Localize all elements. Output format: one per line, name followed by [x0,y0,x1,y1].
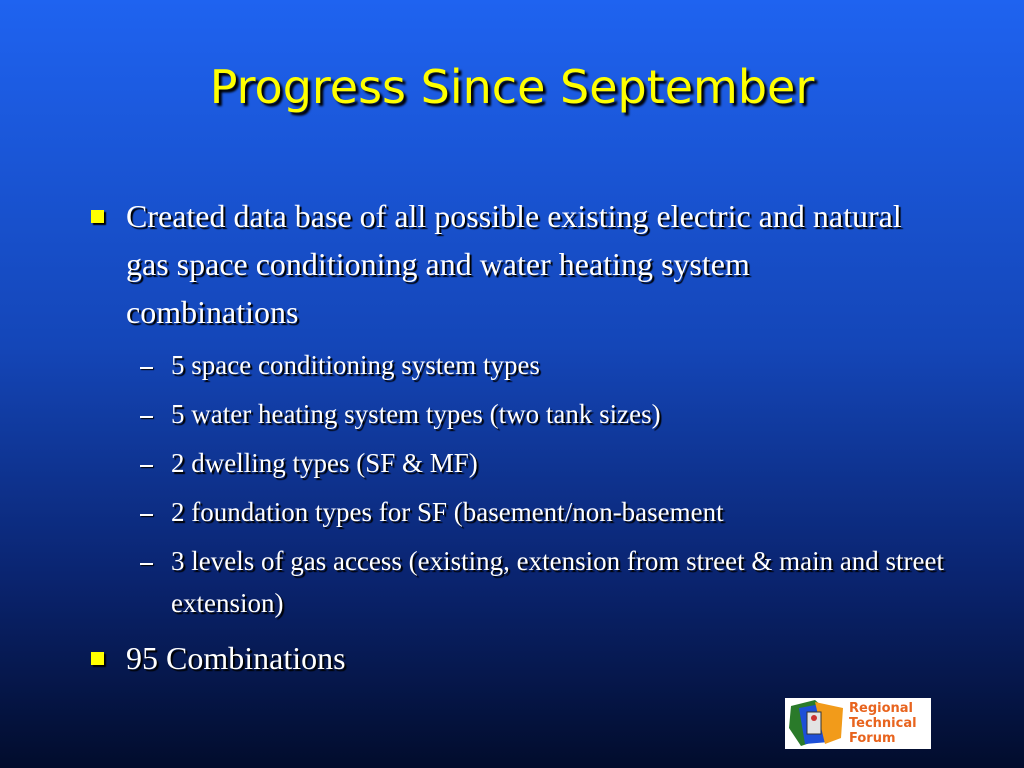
bullet: Created data base of all possible existi… [126,198,902,330]
logo-icon [789,700,843,746]
sub-bullet: 2 foundation types for SF (basement/non-… [171,497,724,527]
bullet-marker [91,652,104,665]
dash-marker [140,367,153,369]
logo: Regional Technical Forum [785,698,931,749]
bullet: 95 Combinations [126,640,346,676]
dash-marker [140,514,153,516]
dash-marker [140,465,153,467]
dash-marker [140,416,153,418]
bullet-marker [91,210,104,223]
sub-bullet: 3 levels of gas access (existing, extens… [171,546,945,618]
logo-line: Regional [849,701,914,716]
sub-bullet: 5 space conditioning system types [171,350,540,380]
dash-marker [140,563,153,565]
sub-bullet: 2 dwelling types (SF & MF) [171,448,478,478]
slide-title: Progress Since September [209,60,815,114]
logo-line: Forum [849,731,896,746]
sub-bullet: 5 water heating system types (two tank s… [171,399,661,429]
logo-line: Technical [849,716,917,731]
logo-text: Regional Technical Forum [849,701,917,746]
